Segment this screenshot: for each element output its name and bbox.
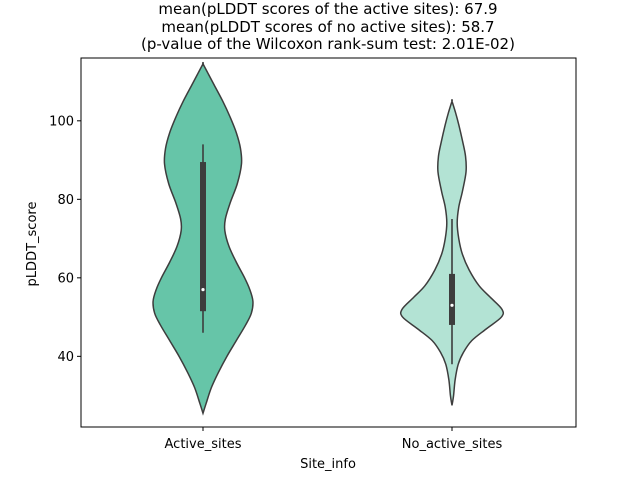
x-tick-label-active-sites: Active_sites bbox=[165, 437, 242, 452]
iqr-box-no-active-sites bbox=[449, 273, 455, 325]
x-tick-label-no-active-sites: No_active_sites bbox=[402, 437, 503, 452]
plot-area: 40 60 80 100 bbox=[49, 57, 577, 431]
chart-title-line-3: (p-value of the Wilcoxon rank-sum test: … bbox=[141, 35, 515, 53]
chart-title-line-2: mean(pLDDT scores of no active sites): 5… bbox=[161, 18, 494, 36]
y-tick-label-60: 60 bbox=[57, 271, 74, 286]
x-axis-label: Site_info bbox=[300, 457, 356, 472]
median-point-no-active-sites bbox=[450, 303, 454, 307]
y-tick-label-40: 40 bbox=[57, 350, 74, 365]
axes-frame bbox=[80, 57, 577, 428]
chart-title-line-1: mean(pLDDT scores of the active sites): … bbox=[158, 0, 497, 18]
median-point-active-sites bbox=[201, 288, 205, 292]
y-axis-label: pLDDT_score bbox=[25, 202, 40, 287]
y-tick-label-100: 100 bbox=[49, 114, 74, 129]
iqr-box-active-sites bbox=[200, 162, 206, 312]
y-tick-label-80: 80 bbox=[57, 193, 74, 208]
